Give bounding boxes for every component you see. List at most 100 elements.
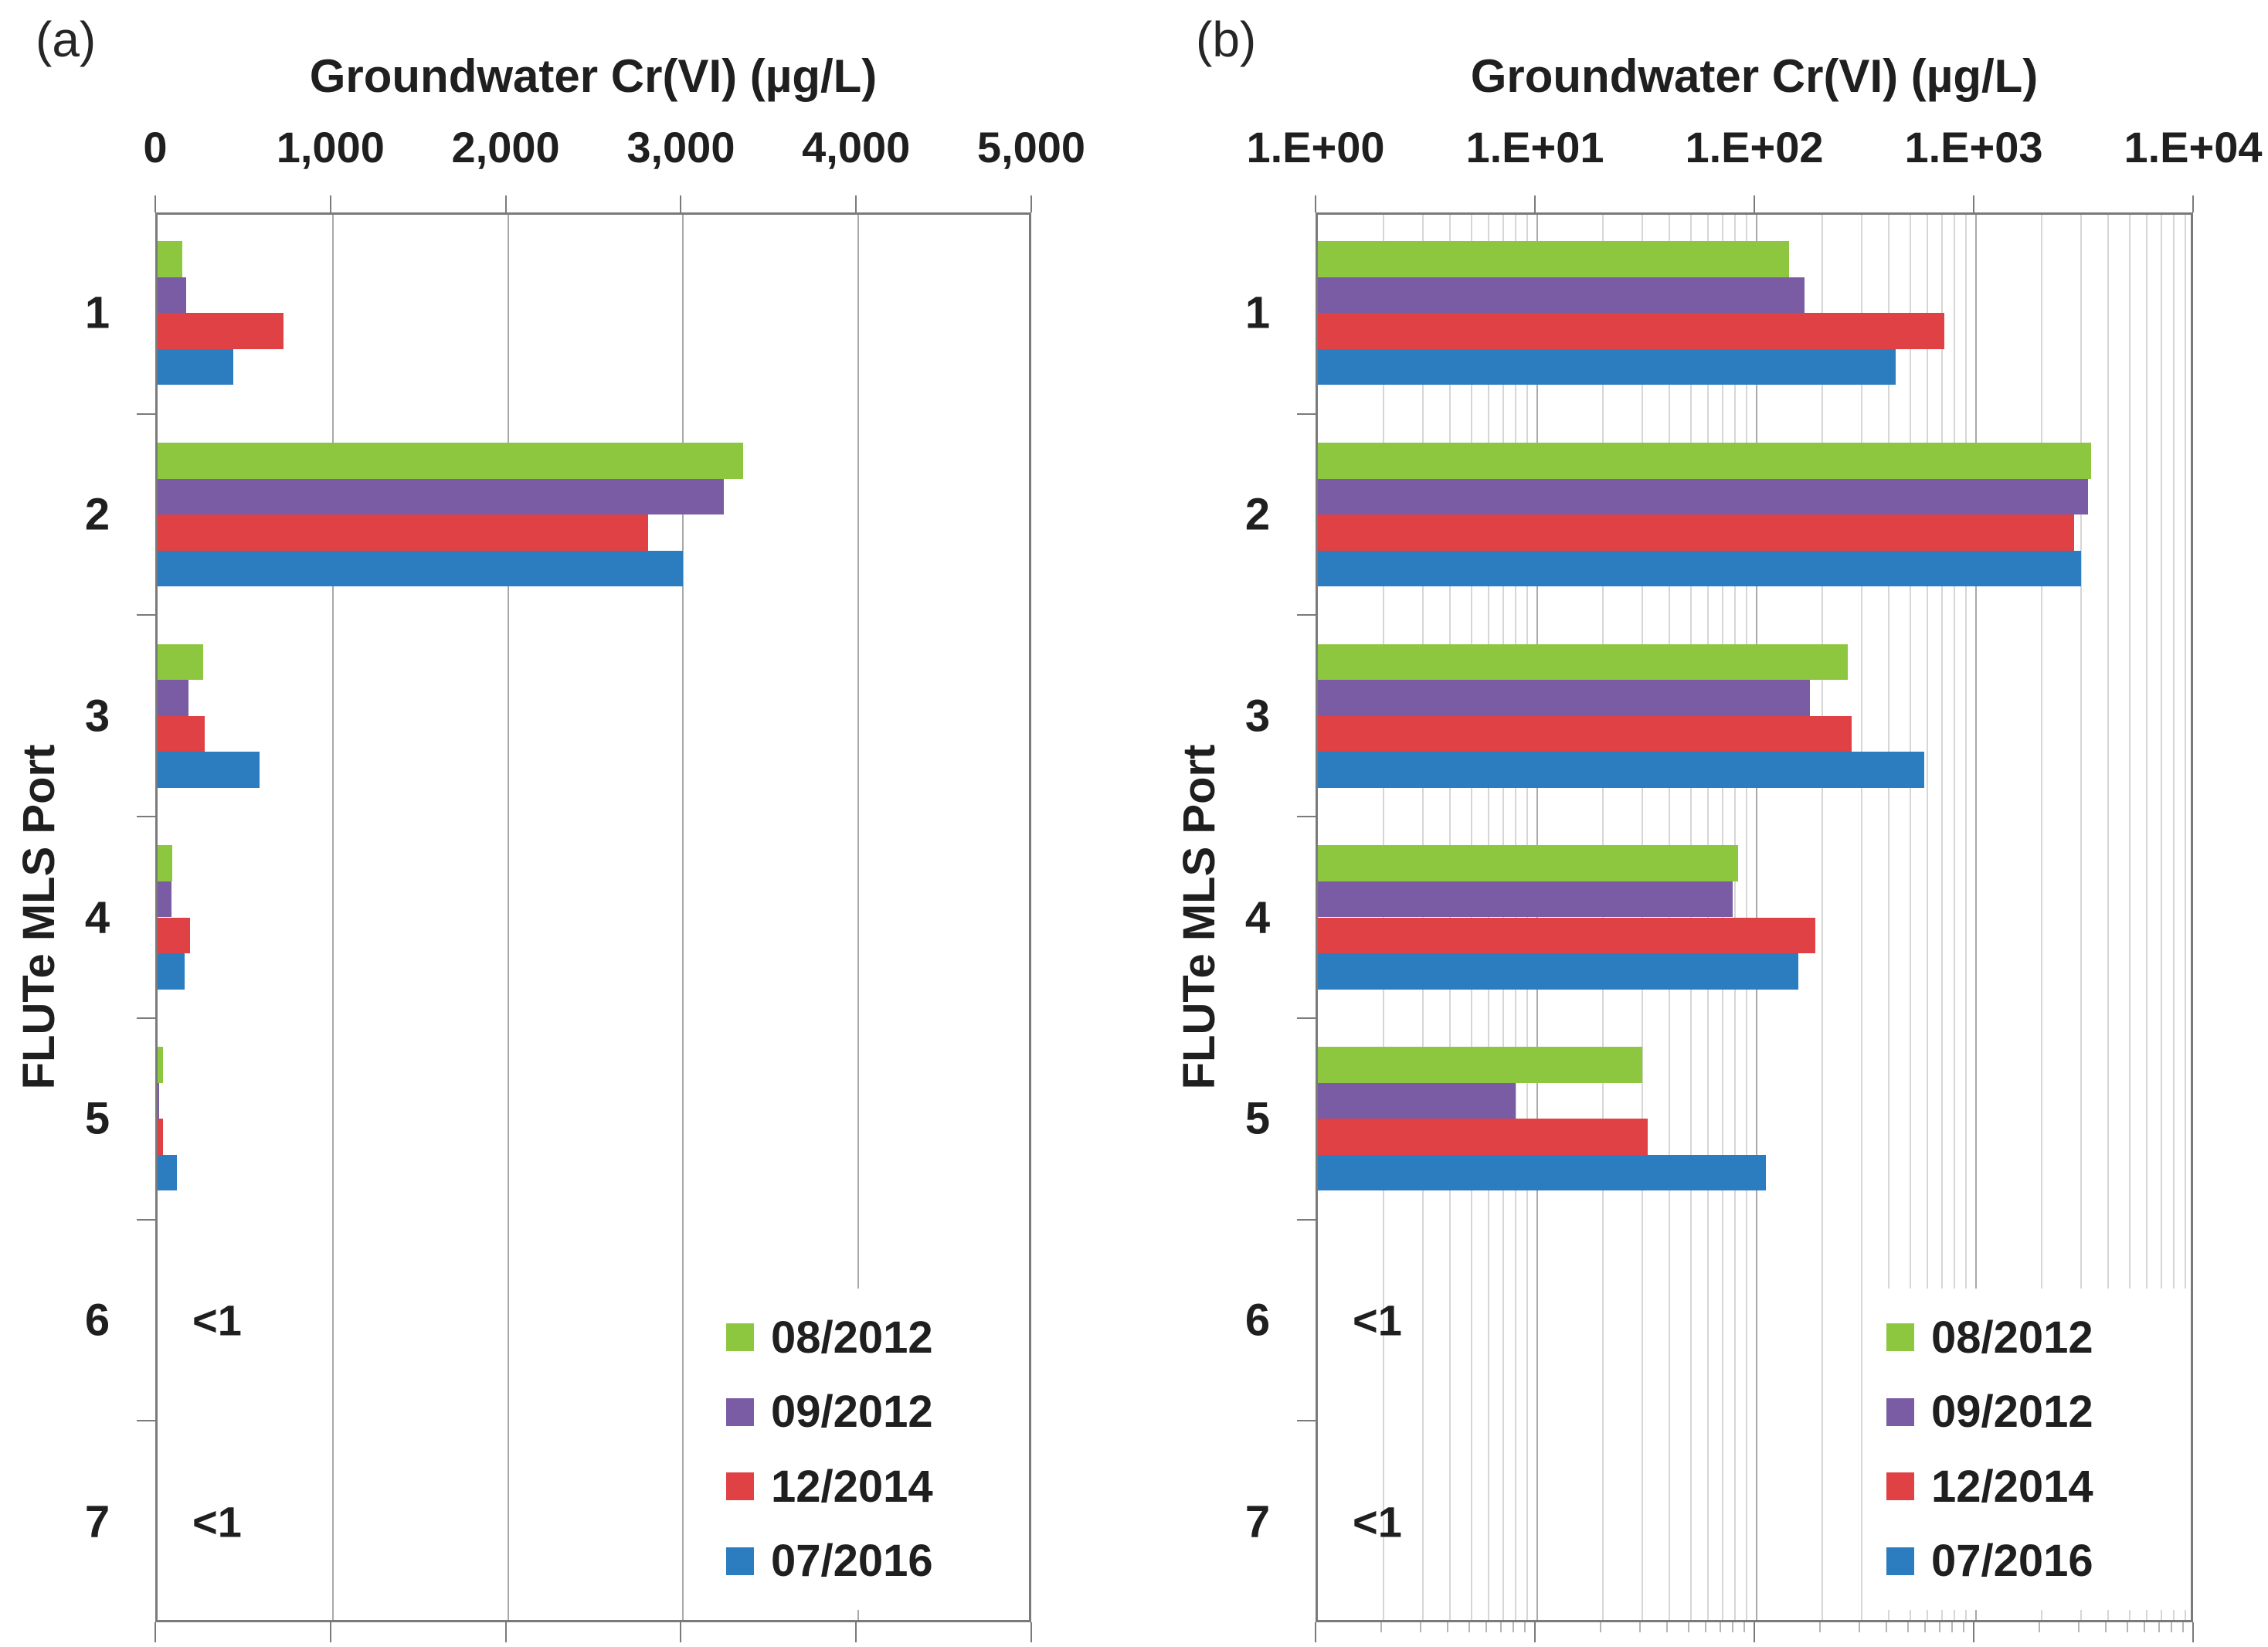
minor-gridline [1887, 215, 1889, 1620]
bottom-axis-tick [2192, 1622, 2194, 1642]
y-category-label-port-1: 1 [1244, 287, 1271, 338]
x-tick-label: 1.E+00 [1246, 123, 1385, 171]
legend-label: 09/2012 [771, 1387, 933, 1438]
bar-07-2016-port-2 [1318, 550, 2081, 587]
minor-gridline [1926, 215, 1928, 1620]
bottom-axis-tick [1754, 1622, 1755, 1642]
bottom-axis-minor-tick [1885, 1622, 1887, 1632]
bar-09-2012-port-4 [158, 881, 171, 918]
bar-08-2012-port-1 [1318, 241, 1789, 277]
bar-09-2012-port-4 [1318, 881, 1733, 918]
x-tick-label: 2,000 [451, 123, 560, 171]
legend-swatch-icon [726, 1323, 754, 1352]
legend-item-07-2016: 07/2016 [726, 1535, 1029, 1587]
bottom-axis-minor-tick [1732, 1622, 1734, 1632]
category-boundary-tick [1297, 614, 1316, 616]
y-category-label-port-6: 6 [84, 1295, 110, 1346]
panel-b-axis-title: Groundwater Cr(VI) (µg/L) [1470, 50, 2039, 102]
legend-swatch-icon [726, 1547, 754, 1575]
bottom-axis-tick [1534, 1622, 1536, 1642]
panel-a-y-axis-title: FLUTe MLS Port [14, 744, 64, 1090]
bottom-axis-minor-tick [1923, 1622, 1926, 1632]
bottom-axis-tick [855, 1622, 857, 1642]
legend-item-12-2014: 12/2014 [1886, 1461, 2189, 1513]
bottom-axis-minor-tick [1485, 1622, 1487, 1632]
bottom-axis-tick [1030, 1622, 1032, 1642]
legend-label: 08/2012 [771, 1312, 933, 1363]
legend-label: 07/2016 [771, 1536, 933, 1587]
bottom-axis-minor-tick [1638, 1622, 1641, 1632]
x-tick-label: 4,000 [802, 123, 911, 171]
bar-07-2016-port-3 [158, 752, 260, 788]
y-category-label-port-6: 6 [1244, 1295, 1271, 1346]
bar-08-2012-port-3 [1318, 644, 1848, 681]
minor-gridline [2173, 215, 2175, 1620]
bottom-axis-minor-tick [1687, 1622, 1689, 1632]
bar-12-2014-port-1 [1318, 313, 1945, 349]
bar-09-2012-port-3 [158, 680, 188, 716]
bar-07-2016-port-4 [1318, 953, 1799, 990]
bar-12-2014-port-5 [1318, 1119, 1648, 1155]
bar-07-2016-port-1 [158, 348, 233, 385]
bar-07-2016-port-4 [158, 953, 185, 990]
y-category-label-port-7: 7 [1244, 1496, 1271, 1547]
bar-07-2016-port-3 [1318, 752, 1924, 788]
panel-b-y-axis-title: FLUTe MLS Port [1174, 744, 1224, 1090]
bar-12-2014-port-3 [158, 715, 205, 752]
top-axis-tick [1534, 195, 1536, 212]
x-tick-label: 1,000 [276, 123, 385, 171]
legend-item-09-2012: 09/2012 [1886, 1386, 2189, 1438]
legend-item-09-2012: 09/2012 [726, 1386, 1029, 1438]
bottom-axis-minor-tick [1743, 1622, 1745, 1632]
bar-12-2014-port-4 [158, 917, 190, 954]
x-tick-label: 0 [143, 123, 168, 171]
minor-gridline [1909, 215, 1911, 1620]
bottom-axis-minor-tick [1951, 1622, 1954, 1632]
bar-12-2014-port-3 [1318, 715, 1852, 752]
bottom-axis-minor-tick [1513, 1622, 1515, 1632]
bar-07-2016-port-5 [158, 1154, 177, 1191]
bar-08-2012-port-4 [158, 845, 172, 881]
x-tick-label: 3,000 [626, 123, 735, 171]
category-boundary-tick [137, 1017, 155, 1019]
legend-item-07-2016: 07/2016 [1886, 1535, 2189, 1587]
top-axis-tick [2192, 195, 2194, 212]
top-axis-tick [504, 195, 507, 212]
bottom-axis-minor-tick [1720, 1622, 1721, 1632]
minor-gridline [1965, 215, 1967, 1620]
bottom-axis-minor-tick [1600, 1622, 1602, 1632]
bar-08-2012-port-2 [1318, 442, 2091, 479]
major-gridline [857, 215, 860, 1620]
bar-12-2014-port-1 [158, 313, 284, 349]
annotation-port-6: <1 [1353, 1296, 1402, 1345]
category-boundary-tick [137, 816, 155, 818]
bar-09-2012-port-3 [1318, 680, 1811, 716]
legend-swatch-icon [1886, 1547, 1914, 1575]
x-tick-label: 1.E+01 [1465, 123, 1604, 171]
category-boundary-tick [1297, 816, 1316, 818]
bottom-axis-minor-tick [1665, 1622, 1668, 1632]
bottom-axis-minor-tick [2104, 1622, 2107, 1632]
bottom-axis-minor-tick [1906, 1622, 1909, 1632]
bottom-axis-minor-tick [1819, 1622, 1822, 1632]
bottom-axis-minor-tick [2126, 1622, 2128, 1632]
panel-a-axis-title: Groundwater Cr(VI) (µg/L) [309, 50, 878, 102]
y-category-label-port-3: 3 [1244, 691, 1271, 742]
bottom-axis-minor-tick [1380, 1622, 1383, 1632]
bar-09-2012-port-2 [158, 478, 724, 515]
bottom-axis-minor-tick [1446, 1622, 1448, 1632]
bar-07-2016-port-5 [1318, 1154, 1766, 1191]
category-boundary-tick [1297, 1218, 1316, 1221]
legend-item-08-2012: 08/2012 [1886, 1312, 2189, 1363]
major-gridline [331, 215, 334, 1620]
y-category-label-port-7: 7 [84, 1496, 110, 1547]
category-boundary-tick [137, 1420, 155, 1422]
bar-08-2012-port-2 [158, 442, 743, 479]
bar-07-2016-port-1 [1318, 348, 1896, 385]
legend-item-12-2014: 12/2014 [726, 1461, 1029, 1513]
y-category-label-port-2: 2 [84, 489, 110, 540]
bar-09-2012-port-5 [158, 1082, 159, 1119]
top-axis-tick [1754, 195, 1755, 212]
bar-08-2012-port-4 [1318, 845, 1738, 881]
major-gridline [507, 215, 509, 1620]
